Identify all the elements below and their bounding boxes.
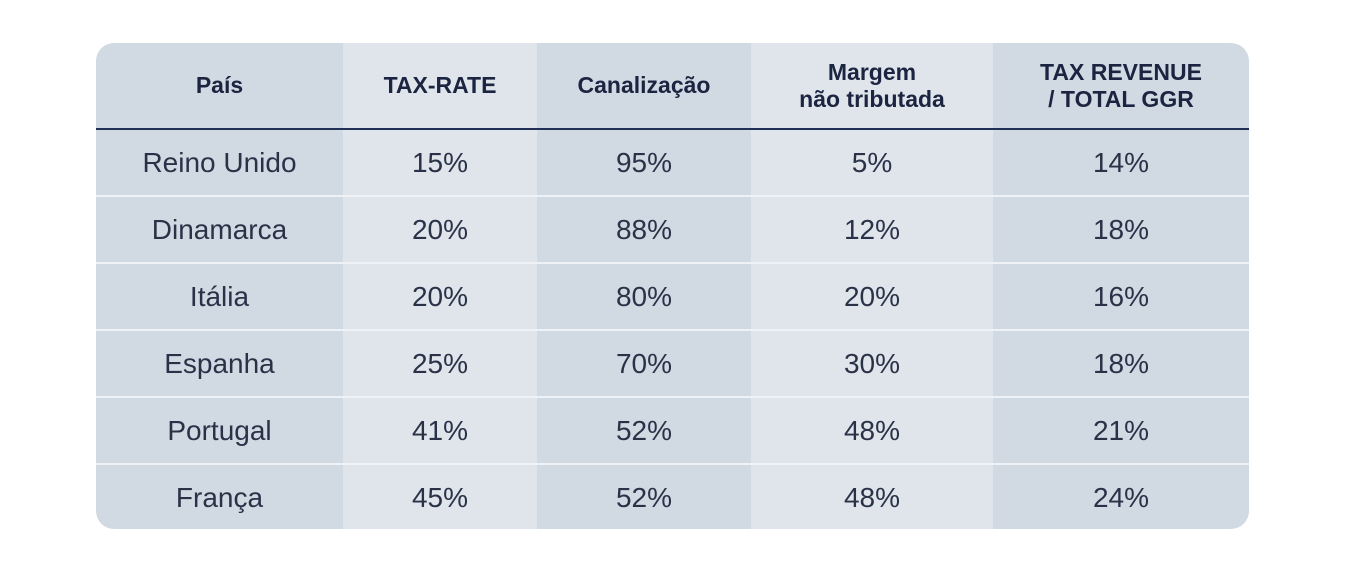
header-tax-rate: TAX-RATE [343,43,537,130]
cell-country: Dinamarca [96,195,343,263]
tax-comparison-table: País TAX-RATE Canalização Margem não tri… [96,43,1249,529]
header-label: TAX REVENUE / TOTAL GGR [1040,58,1202,112]
cell-untaxed-margin: 5% [751,129,993,196]
header-country: País [96,43,343,130]
header-row: País TAX-RATE Canalização Margem não tri… [96,43,1249,130]
header-tax-revenue-ggr: TAX REVENUE / TOTAL GGR [993,43,1249,130]
cell-tax-revenue-ggr: 16% [993,262,1249,330]
cell-country: França [96,463,343,529]
cell-tax-rate: 20% [343,262,537,330]
cell-channelization: 52% [537,396,751,464]
cell-tax-rate: 20% [343,195,537,263]
cell-country: Espanha [96,329,343,397]
table-body: Reino Unido 15% 95% 5% 14% Dinamarca 20%… [96,129,1249,529]
cell-untaxed-margin: 48% [751,396,993,464]
cell-tax-rate: 41% [343,396,537,464]
header-label: País [195,72,244,98]
cell-tax-revenue-ggr: 14% [993,129,1249,196]
header-label: TAX-RATE [383,72,497,98]
cell-untaxed-margin: 30% [751,329,993,397]
cell-country: Reino Unido [96,129,343,196]
cell-tax-revenue-ggr: 18% [993,195,1249,263]
cell-tax-rate: 25% [343,329,537,397]
cell-tax-revenue-ggr: 24% [993,463,1249,529]
cell-channelization: 88% [537,195,751,263]
header-label: Canalização [577,72,711,98]
cell-tax-revenue-ggr: 18% [993,329,1249,397]
cell-untaxed-margin: 12% [751,195,993,263]
header-channelization: Canalização [537,43,751,130]
cell-channelization: 95% [537,129,751,196]
table-header: País TAX-RATE Canalização Margem não tri… [96,43,1249,130]
table-row: Portugal 41% 52% 48% 21% [96,396,1249,464]
cell-country: Portugal [96,396,343,464]
table-row: Itália 20% 80% 20% 16% [96,262,1249,330]
table-row: França 45% 52% 48% 24% [96,463,1249,529]
cell-channelization: 70% [537,329,751,397]
cell-country: Itália [96,262,343,330]
table-row: Espanha 25% 70% 30% 18% [96,329,1249,397]
cell-channelization: 80% [537,262,751,330]
header-label: Margem não tributada [799,58,945,112]
tax-comparison-table-container: País TAX-RATE Canalização Margem não tri… [96,43,1249,529]
cell-untaxed-margin: 48% [751,463,993,529]
cell-untaxed-margin: 20% [751,262,993,330]
cell-tax-rate: 45% [343,463,537,529]
table-row: Dinamarca 20% 88% 12% 18% [96,195,1249,263]
cell-tax-rate: 15% [343,129,537,196]
table-row: Reino Unido 15% 95% 5% 14% [96,129,1249,196]
cell-tax-revenue-ggr: 21% [993,396,1249,464]
header-untaxed-margin: Margem não tributada [751,43,993,130]
cell-channelization: 52% [537,463,751,529]
